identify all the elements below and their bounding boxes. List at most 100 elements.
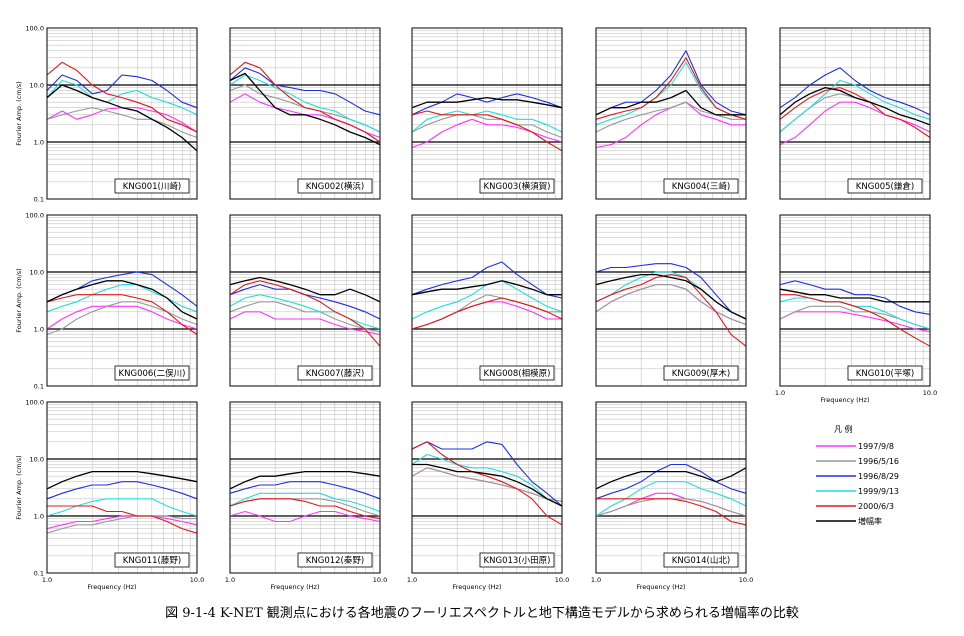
series-line (411, 96, 563, 109)
panel-frame (411, 401, 563, 574)
station-label-box (479, 365, 555, 381)
station-label: KNG003(横須賀) (484, 181, 551, 192)
panel-frame (229, 401, 381, 574)
series-line (779, 87, 931, 138)
station-label: KNG010(平塚) (856, 369, 914, 379)
panel-frame (595, 401, 747, 574)
legend-title: 凡 例 (834, 424, 853, 434)
y-axis-label: Fourier Amp. (cm/s) (15, 455, 23, 519)
series-line (779, 101, 931, 146)
series-line (595, 492, 747, 517)
series-line (46, 107, 198, 139)
panel-frame (411, 27, 563, 200)
series-line (780, 294, 931, 347)
series-line (229, 510, 381, 523)
spectrum-panel: 100.0 10.0 1.0 0.1 Fourier Amp. (cm/s) KNG001… (15, 25, 198, 204)
series-line (411, 118, 563, 149)
series-line (229, 481, 381, 500)
station-label: KNG013(小田原) (484, 555, 551, 566)
legend-entry: 1999/9/13 (858, 487, 899, 496)
series-line (229, 67, 381, 116)
station-label: KNG007(藤沢) (306, 368, 364, 379)
series-line (411, 280, 562, 296)
series-line (779, 305, 931, 330)
series-line (411, 110, 563, 152)
y-tick-label: 0.1 (34, 383, 44, 391)
station-label-box (114, 178, 190, 194)
series-line (595, 481, 747, 517)
series-line (46, 481, 198, 500)
spectrum-panel: 1.0 10.0 Frequency (Hz) KNG014(山北) (591, 401, 753, 591)
x-tick-label: 10.0 (373, 576, 387, 584)
series-line (229, 280, 381, 347)
series-line (595, 273, 747, 320)
station-label: KNG002(横浜) (306, 181, 364, 192)
x-axis-label: Frequency (Hz) (636, 583, 685, 591)
series-line (412, 463, 563, 507)
station-label-box (114, 552, 190, 568)
station-label-box (114, 365, 190, 381)
series-line (779, 311, 931, 333)
series-line (46, 294, 198, 335)
x-tick-label: 10.0 (739, 576, 753, 584)
series-line (595, 50, 747, 116)
series-line (779, 280, 931, 315)
panel-frame (229, 27, 381, 200)
spectrum-panel: 1.0 10.0 Frequency (Hz) KNG012(秦野) (225, 401, 387, 591)
panel-frame (229, 214, 381, 387)
station-label-box (847, 178, 923, 194)
x-tick-label: 1.0 (42, 576, 52, 584)
series-line (595, 57, 747, 120)
y-axis-label: Fourier Amp. (cm/s) (15, 268, 23, 332)
panel-frame (595, 27, 747, 200)
series-line (411, 301, 562, 330)
series-line (229, 93, 381, 139)
spectrum-panel: KNG007(藤沢) (229, 214, 381, 387)
spectrum-panel: 1.0 10.0 Frequency (Hz) KNG010(平塚) (775, 214, 937, 404)
series-line (46, 84, 198, 152)
y-tick-label: 1.0 (34, 139, 44, 147)
series-line (595, 284, 747, 326)
station-label: KNG005(鎌倉) (856, 181, 914, 192)
series-line (229, 470, 381, 490)
station-label-box (847, 365, 923, 381)
x-tick-label: 1.0 (407, 576, 417, 584)
series-line (229, 301, 381, 333)
panel-frame (779, 214, 931, 387)
series-line (595, 463, 747, 500)
x-tick-label: 10.0 (190, 576, 204, 584)
series-line (46, 515, 198, 530)
series-line (46, 305, 198, 330)
legend: 凡 例 1997/9/8 1996/5/16 1996/8/29 1999/9/13 20… (816, 424, 899, 526)
series-line (595, 498, 747, 517)
panel-frame (46, 214, 198, 387)
y-tick-label: 100.0 (25, 25, 44, 33)
series-line (46, 280, 198, 320)
series-line (595, 467, 747, 490)
panel-frame (411, 214, 563, 387)
series-line (779, 288, 930, 303)
x-tick-label: 10.0 (923, 389, 937, 397)
panel-frame (46, 27, 198, 200)
station-label-box (297, 178, 373, 194)
station-label: KNG009(厚木) (672, 368, 730, 379)
series-line (47, 505, 198, 534)
station-label: KNG001(川崎) (123, 181, 181, 192)
series-line (411, 467, 563, 502)
series-line (779, 79, 931, 133)
series-line (46, 515, 197, 534)
series-line (596, 498, 747, 526)
series-line (46, 61, 198, 133)
spectrum-panel: KNG009(厚木) (595, 214, 747, 387)
y-tick-label: 10.0 (30, 269, 44, 277)
station-label-box (297, 365, 373, 381)
y-tick-label: 1.0 (34, 513, 44, 521)
station-label-box (479, 552, 555, 568)
series-line (595, 101, 746, 133)
series-line (411, 93, 563, 116)
y-tick-label: 1.0 (34, 326, 44, 334)
series-line (229, 498, 381, 520)
y-tick-label: 10.0 (30, 456, 44, 464)
series-line (779, 297, 931, 330)
